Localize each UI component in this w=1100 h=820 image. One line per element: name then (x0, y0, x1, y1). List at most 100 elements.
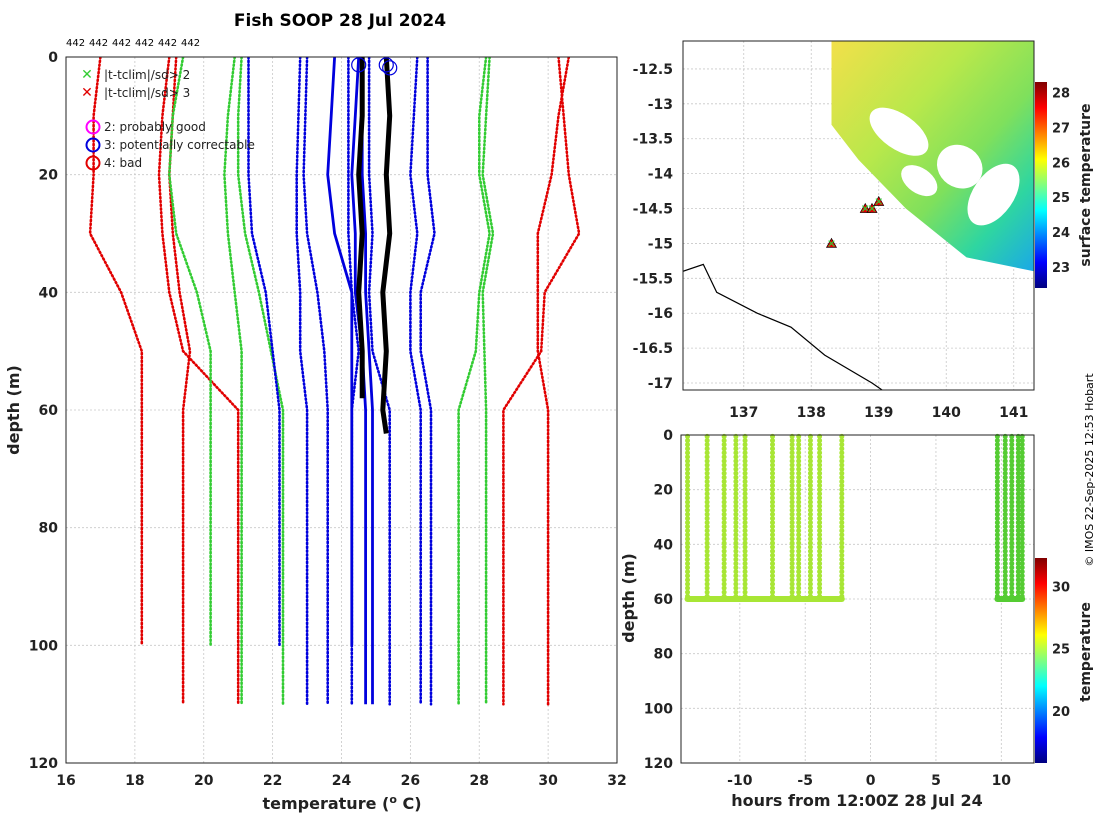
profile-series-line (295, 57, 309, 706)
y-tick-label: 120 (644, 756, 673, 772)
y-tick-label: 0 (663, 428, 673, 444)
legend-green-x-label: |t-tclim|/sd> 2 (104, 68, 190, 82)
colorbar-tick-label: 25 (1052, 191, 1070, 206)
profile-series-line (536, 57, 571, 706)
y-tick-label: -15.5 (633, 271, 673, 287)
y-tick-label: -14 (648, 167, 674, 183)
map-ticks: 137 138 139 140 141 -12.5 -13 -13.5 -14 -14.5 -15 -… (633, 62, 1029, 421)
profile-series-line (326, 57, 354, 646)
station-marker (825, 237, 838, 248)
profile-ylabel: depth (m) (4, 365, 23, 455)
map-frame (682, 40, 1035, 391)
x-tick-label: 32 (607, 773, 626, 789)
profile-series-line (236, 57, 285, 706)
colorbar-tick-label: 30 (1052, 581, 1070, 596)
legend-green-x-icon: ✕ (81, 67, 93, 83)
y-tick-label: 100 (29, 638, 58, 654)
y-tick-label: -15 (648, 236, 673, 252)
cloud-gap (869, 107, 929, 156)
profile-frame (65, 56, 618, 764)
profile-grid (66, 57, 617, 763)
x-tick-label: 140 (932, 405, 961, 421)
count-label: 442 (135, 38, 154, 49)
flag-marker (378, 57, 394, 73)
count-label: 442 (66, 38, 85, 49)
station-marker (873, 195, 885, 206)
y-tick-label: 60 (39, 403, 59, 419)
map-colorbar-label: surface temperature (1078, 103, 1094, 266)
time-depth-casts (684, 433, 1026, 602)
colorbar-tick-label: 26 (1052, 156, 1070, 171)
map-plot: ✕✕✕✕ 137 138 139 140 141-12.5-13-13.5-14-14.… (633, 40, 1094, 421)
plot-title: Fish SOOP 28 Jul 2024 (234, 11, 446, 31)
profile-plot: 16 18 20 22 24 26 28 30 32 0 20 40 60 80 100 120 temper… (4, 50, 627, 813)
x-tick-label: 137 (729, 405, 758, 421)
station-marker (866, 202, 878, 213)
x-tick-label: -5 (797, 773, 813, 789)
legend-flag4-icon (85, 155, 101, 171)
cloud-gap (936, 144, 983, 189)
x-tick-label: 5 (931, 773, 941, 789)
profile-xlabel: temperature (o C) (262, 793, 421, 814)
td-colorbar (1035, 558, 1047, 763)
y-tick-label: 120 (29, 756, 58, 772)
colorbar-tick-label: 20 (1052, 705, 1070, 720)
station-flag-x: ✕ (867, 203, 876, 216)
y-tick-label: 20 (39, 168, 59, 184)
profile-legend: ✕ |t-tclim|/sd> 2 ✕ |t-tclim|/sd> 3 2: p… (81, 67, 255, 171)
profile-series-line (223, 57, 243, 706)
x-tick-label: 18 (125, 773, 144, 789)
y-tick-label: -12.5 (633, 62, 673, 78)
cloud-gap (967, 163, 1020, 226)
y-tick-label: 80 (654, 647, 674, 663)
time-depth-ylabel: depth (m) (619, 553, 638, 643)
y-tick-label: -16.5 (633, 341, 673, 357)
x-tick-label: 24 (332, 773, 352, 789)
colorbar-tick-label: 24 (1052, 226, 1070, 241)
legend-red-x-label: |t-tclim|/sd> 3 (104, 86, 190, 100)
y-tick-label: 80 (39, 521, 59, 537)
x-tick-label: 10 (992, 773, 1012, 789)
time-depth-frame (680, 434, 1035, 764)
map-colorbar-ticks: 23 24 25 26 27 28 (1052, 86, 1070, 276)
colorbar-tick-label: 23 (1052, 261, 1070, 276)
profile-series-line (360, 57, 374, 705)
profile-series-line (167, 57, 212, 647)
profile-series-line (481, 57, 495, 706)
x-tick-label: 22 (263, 773, 282, 789)
time-depth-xlabel: hours from 12:00Z 28 Jul 24 (731, 791, 982, 810)
profile-series-line (247, 57, 281, 647)
profile-series-line (302, 57, 330, 706)
profile-flag-markers (351, 57, 398, 76)
map-content: ✕✕✕✕ (683, 41, 1034, 390)
y-tick-label: -13.5 (633, 132, 673, 148)
y-tick-label: 0 (48, 50, 58, 66)
y-tick-label: 40 (39, 285, 59, 301)
map-colorbar (1035, 82, 1047, 288)
x-tick-label: 26 (401, 773, 420, 789)
legend-flag4-label: 4: bad (104, 156, 142, 170)
y-tick-label: -13 (648, 97, 673, 113)
colorbar-tick-label: 25 (1052, 643, 1070, 658)
profile-series-group (88, 57, 581, 706)
x-tick-label: 16 (56, 773, 75, 789)
y-tick-label: 100 (644, 701, 673, 717)
station-flag-x: ✕ (861, 203, 870, 216)
legend-flag2-label: 2: probably good (104, 120, 206, 134)
colorbar-tick-label: 27 (1052, 121, 1070, 136)
station-flag-x: ✕ (874, 196, 883, 209)
profile-series-line (419, 57, 436, 706)
profile-series-line (409, 57, 423, 706)
x-tick-label: 28 (470, 773, 489, 789)
station-marker (859, 202, 871, 213)
x-tick-label: 20 (194, 773, 214, 789)
legend-red-x-icon: ✕ (81, 85, 93, 101)
profile-series-line (380, 57, 393, 434)
td-colorbar-ticks: 20 25 30 (1052, 581, 1070, 720)
credit-text: © IMOS 22-Sep-2025 12:53 Hobart (1083, 373, 1096, 567)
profile-series-line (367, 57, 392, 706)
x-tick-label: -10 (727, 773, 753, 789)
flag-marker (382, 60, 398, 76)
colorbar-tick-label: 28 (1052, 86, 1070, 101)
